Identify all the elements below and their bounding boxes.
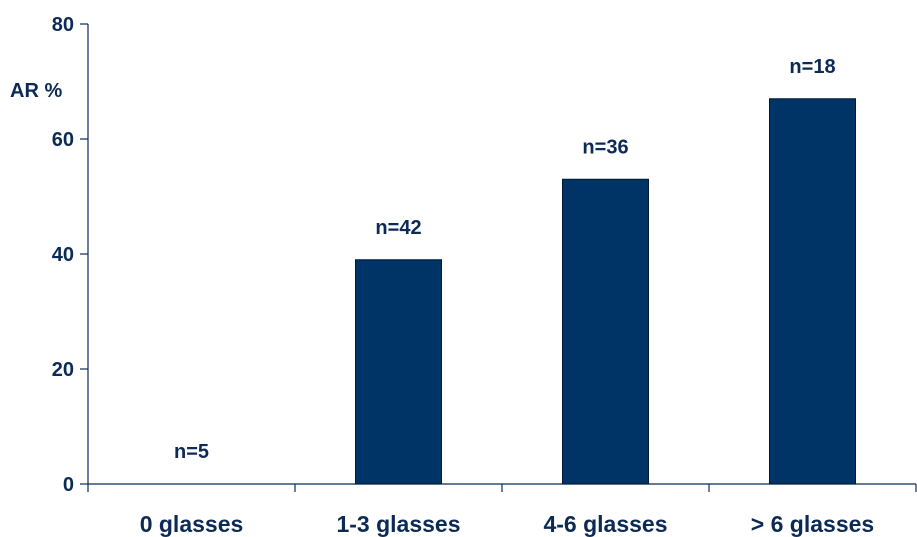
x-tick-label: 4-6 glasses [543,511,667,537]
data-label: n=18 [789,56,835,78]
bar [769,98,856,485]
y-tick-label: 0 [63,474,74,496]
bar [355,259,442,485]
data-labels: n=5 n=42 n=36 n=18 [174,56,836,463]
y-tick-label: 60 [52,129,74,151]
data-label: n=36 [582,136,628,158]
x-tick-label: 1-3 glasses [336,511,460,537]
x-axis: 0 glasses 1-3 glasses 4-6 glasses > 6 glass… [87,483,917,537]
y-tick-label: 80 [52,14,74,36]
bars [355,98,856,485]
y-axis: 0 20 40 60 80 [52,14,89,496]
x-tick-label: > 6 glasses [751,511,874,537]
data-label: n=42 [375,217,421,239]
y-axis-label: AR % [10,80,62,102]
y-tick-label: 40 [52,244,74,266]
x-tick-label: 0 glasses [140,511,244,537]
y-tick-label: 20 [52,359,74,381]
data-label: n=5 [174,441,209,463]
bar [562,178,649,485]
